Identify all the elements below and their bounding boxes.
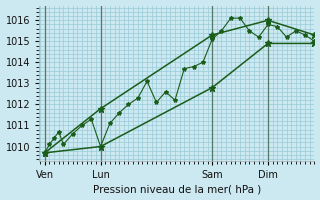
X-axis label: Pression niveau de la mer( hPa ): Pression niveau de la mer( hPa ) [93,184,261,194]
